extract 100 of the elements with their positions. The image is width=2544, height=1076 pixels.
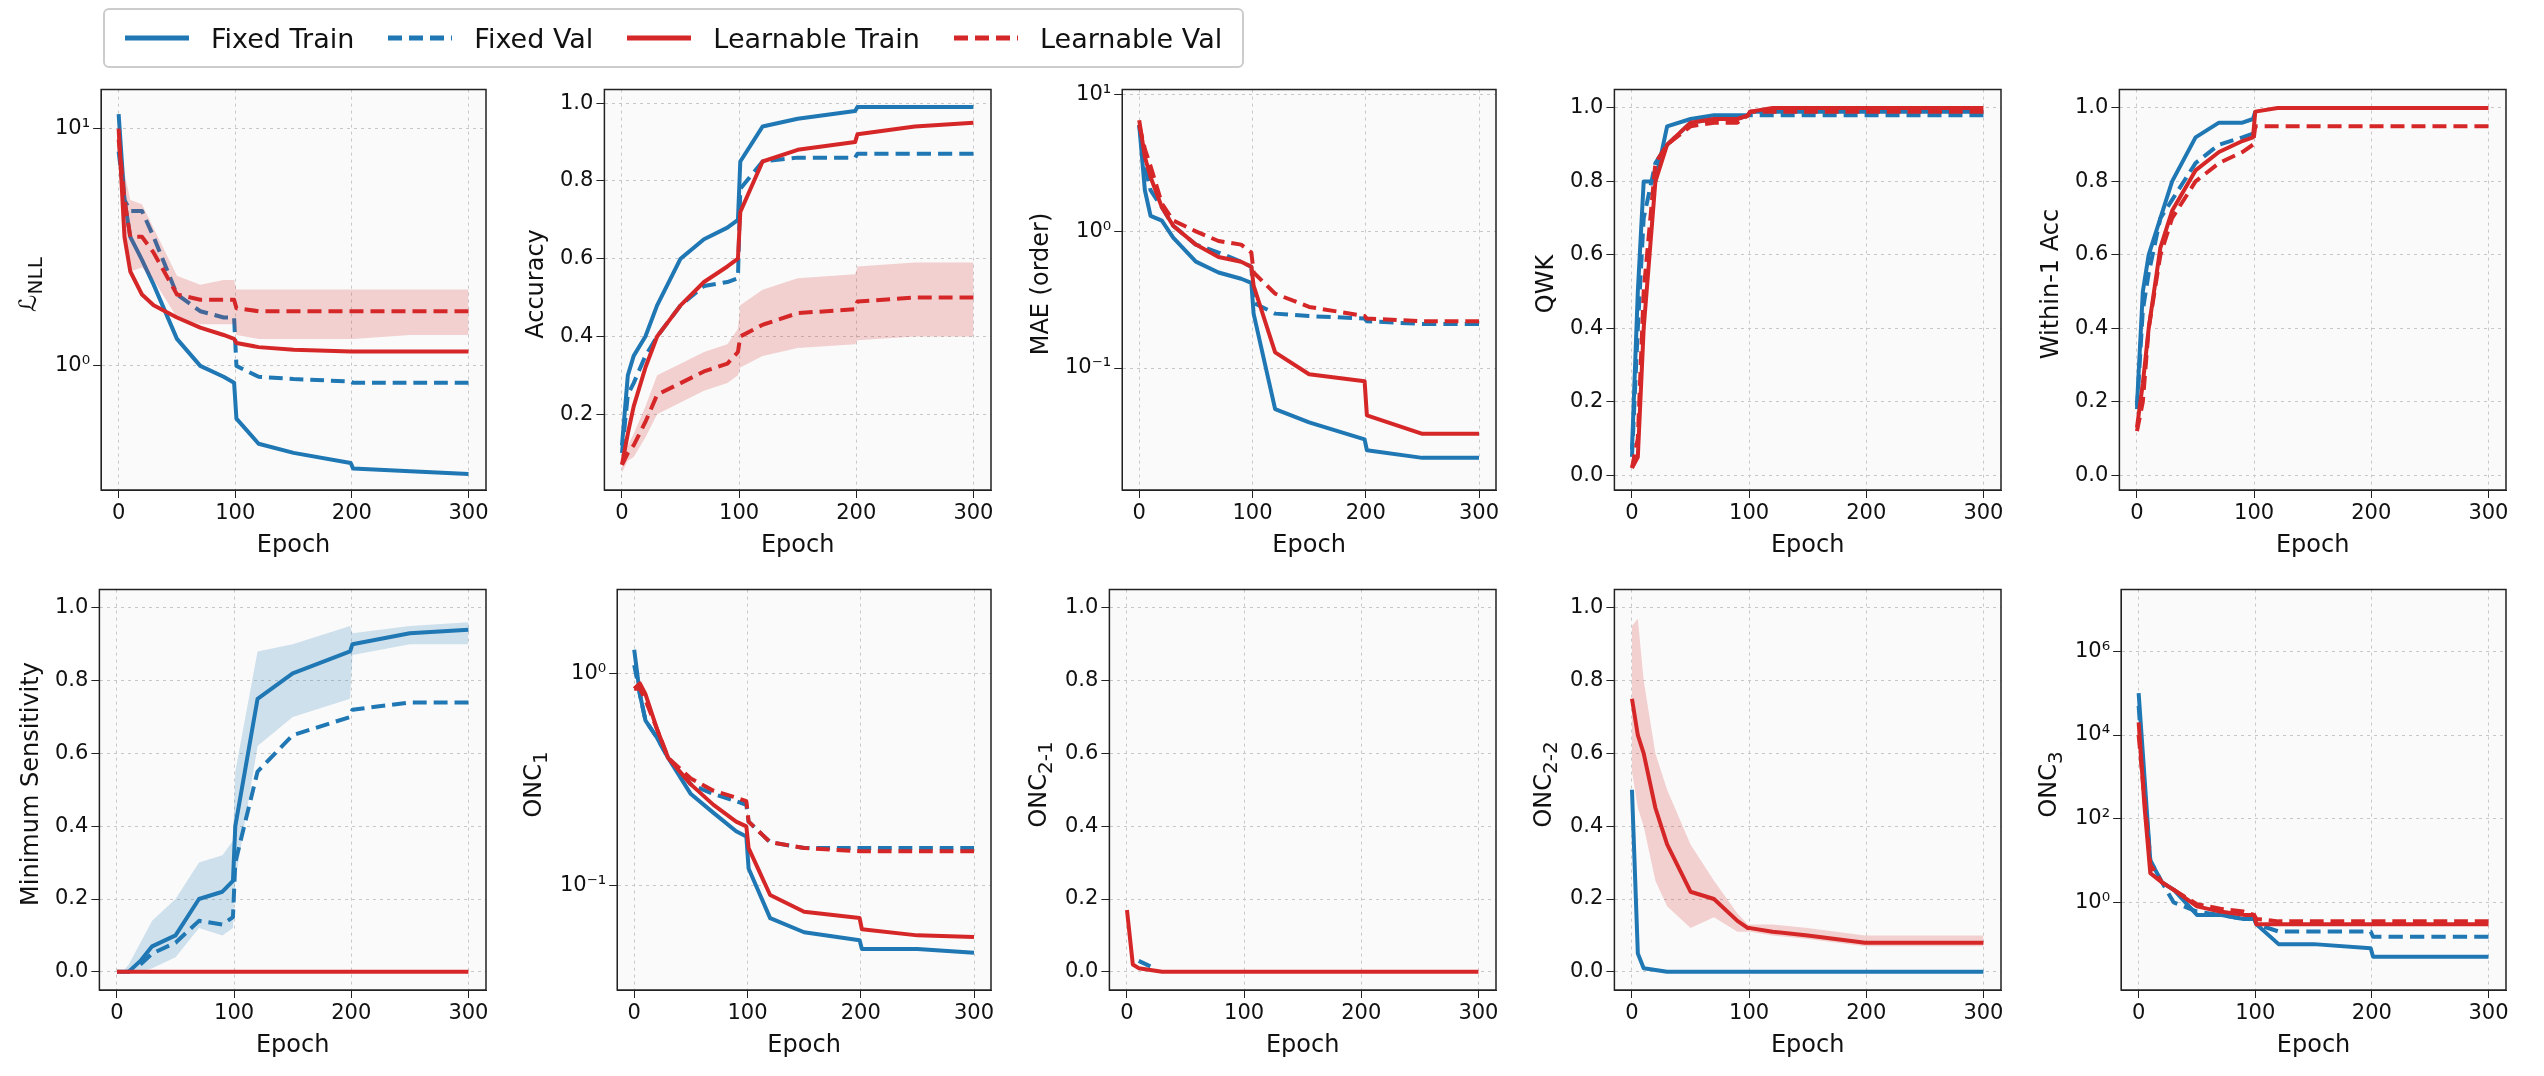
y-tick-label: 10⁰	[1076, 217, 1112, 242]
y-tick-label: 0.2	[1569, 388, 1604, 413]
y-tick-label: 10⁴	[2075, 721, 2111, 746]
y-tick-label: 0.2	[559, 400, 594, 425]
x-tick-label: 200	[331, 500, 372, 525]
x-tick-label: 300	[2468, 500, 2509, 525]
y-tick-label: 0.4	[2074, 314, 2109, 339]
y-tick-label: 0.0	[1569, 958, 1604, 983]
y-tick-label: 1.0	[1064, 594, 1099, 619]
x-tick-label: 100	[2234, 500, 2275, 525]
x-axis-title: Epoch	[256, 529, 331, 558]
y-axis-title: QWK	[1531, 254, 1560, 314]
x-tick-label: 0	[111, 500, 126, 525]
x-axis-title: Epoch	[767, 1029, 841, 1058]
x-tick-label: 0	[627, 1000, 641, 1025]
y-tick-label: 0.6	[1569, 241, 1604, 266]
x-axis-title: Epoch	[2275, 529, 2350, 558]
y-tick-label: 0.8	[1569, 667, 1604, 692]
y-tick-label: 0.4	[1569, 812, 1604, 837]
x-tick-label: 100	[727, 1000, 768, 1025]
y-tick-label: 10¹	[1076, 81, 1112, 106]
y-tick-label: 0.6	[54, 739, 89, 764]
x-tick-label: 0	[1625, 500, 1639, 525]
y-axis-title: Minimum Sensitivity	[16, 662, 45, 906]
x-tick-label: 0	[615, 500, 629, 525]
y-tick-label: 0.2	[2074, 388, 2109, 413]
x-tick-label: 200	[836, 500, 877, 525]
x-tick-label: 100	[1224, 1000, 1265, 1025]
y-tick-label: 10²	[2075, 805, 2111, 830]
x-tick-label: 300	[953, 1000, 995, 1025]
y-tick-label: 0.2	[1569, 885, 1604, 910]
y-tick-label: 0.4	[559, 322, 594, 347]
x-tick-label: 300	[1458, 500, 1500, 525]
x-tick-label: 300	[2468, 1000, 2509, 1025]
x-tick-label: 0	[2130, 500, 2144, 525]
y-tick-label: 0.0	[54, 958, 89, 983]
y-tick-label: 10⁰	[571, 660, 607, 685]
y-tick-label: 0.4	[54, 812, 89, 837]
x-tick-label: 200	[1345, 500, 1386, 525]
x-tick-label: 0	[1625, 1000, 1639, 1025]
y-tick-label: 0.8	[54, 667, 89, 692]
x-tick-label: 200	[2351, 1000, 2392, 1025]
x-axis-title: Epoch	[1265, 1029, 1340, 1058]
x-tick-label: 200	[2351, 500, 2392, 525]
y-axis-title: Within-1 Acc	[2036, 208, 2065, 360]
y-axis-title: Accuracy	[521, 229, 550, 339]
y-tick-label: 0.8	[2074, 167, 2109, 192]
y-tick-label: 0.8	[559, 167, 594, 192]
x-tick-label: 200	[331, 1000, 372, 1025]
x-tick-label: 100	[2235, 1000, 2276, 1025]
y-tick-label: 0.2	[1064, 885, 1099, 910]
y-tick-label: 0.6	[1064, 739, 1099, 764]
x-tick-label: 100	[215, 500, 256, 525]
y-tick-label: 0.2	[54, 885, 89, 910]
x-axis-title: Epoch	[255, 1029, 330, 1058]
x-tick-label: 300	[953, 500, 994, 525]
y-tick-label: 0.4	[1569, 314, 1604, 339]
x-tick-label: 100	[1232, 500, 1273, 525]
x-tick-label: 100	[1729, 500, 1770, 525]
y-tick-label: 10⁰	[55, 352, 91, 377]
y-axis-title: MAE (order)	[1026, 212, 1055, 356]
x-tick-label: 0	[2131, 1000, 2146, 1025]
legend-label: Fixed Train	[211, 22, 355, 54]
y-tick-label: 10⁰	[2075, 888, 2111, 913]
x-tick-label: 300	[1458, 1000, 1499, 1025]
y-tick-label: 0.8	[1569, 167, 1604, 192]
x-tick-label: 100	[214, 1000, 255, 1025]
y-tick-label: 0.0	[1064, 958, 1099, 983]
legend-label: Fixed Val	[474, 22, 594, 54]
x-tick-label: 200	[1846, 500, 1887, 525]
x-tick-label: 0	[110, 1000, 124, 1025]
x-axis-title: Epoch	[1770, 529, 1845, 558]
y-tick-label: 0.6	[559, 245, 594, 270]
y-tick-label: 1.0	[559, 89, 594, 114]
y-tick-label: 0.0	[2074, 461, 2109, 486]
y-tick-label: 10⁻¹	[559, 871, 607, 896]
y-tick-label: 1.0	[54, 594, 89, 619]
x-tick-label: 300	[448, 1000, 489, 1025]
y-tick-label: 1.0	[1569, 594, 1604, 619]
legend-label: Learnable Val	[1039, 22, 1223, 54]
y-tick-label: 10⁶	[2075, 637, 2111, 662]
y-tick-label: 1.0	[2074, 94, 2109, 119]
x-axis-title: Epoch	[760, 529, 835, 558]
x-tick-label: 200	[1341, 1000, 1382, 1025]
y-tick-label: 0.8	[1064, 667, 1099, 692]
x-tick-label: 200	[840, 1000, 881, 1025]
y-tick-label: 10⁻¹	[1064, 354, 1112, 379]
x-tick-label: 100	[719, 500, 760, 525]
legend-label: Learnable Train	[713, 22, 920, 54]
y-tick-label: 0.4	[1064, 812, 1099, 837]
x-tick-label: 300	[1963, 500, 2004, 525]
x-tick-label: 100	[1729, 1000, 1770, 1025]
y-tick-label: 10¹	[55, 115, 91, 140]
x-axis-title: Epoch	[1272, 529, 1346, 558]
x-tick-label: 0	[1120, 1000, 1134, 1025]
y-tick-label: 1.0	[1569, 94, 1604, 119]
y-tick-label: 0.0	[1569, 461, 1604, 486]
y-tick-label: 0.6	[2074, 241, 2109, 266]
x-tick-label: 0	[1132, 500, 1146, 525]
x-tick-label: 300	[448, 500, 489, 525]
